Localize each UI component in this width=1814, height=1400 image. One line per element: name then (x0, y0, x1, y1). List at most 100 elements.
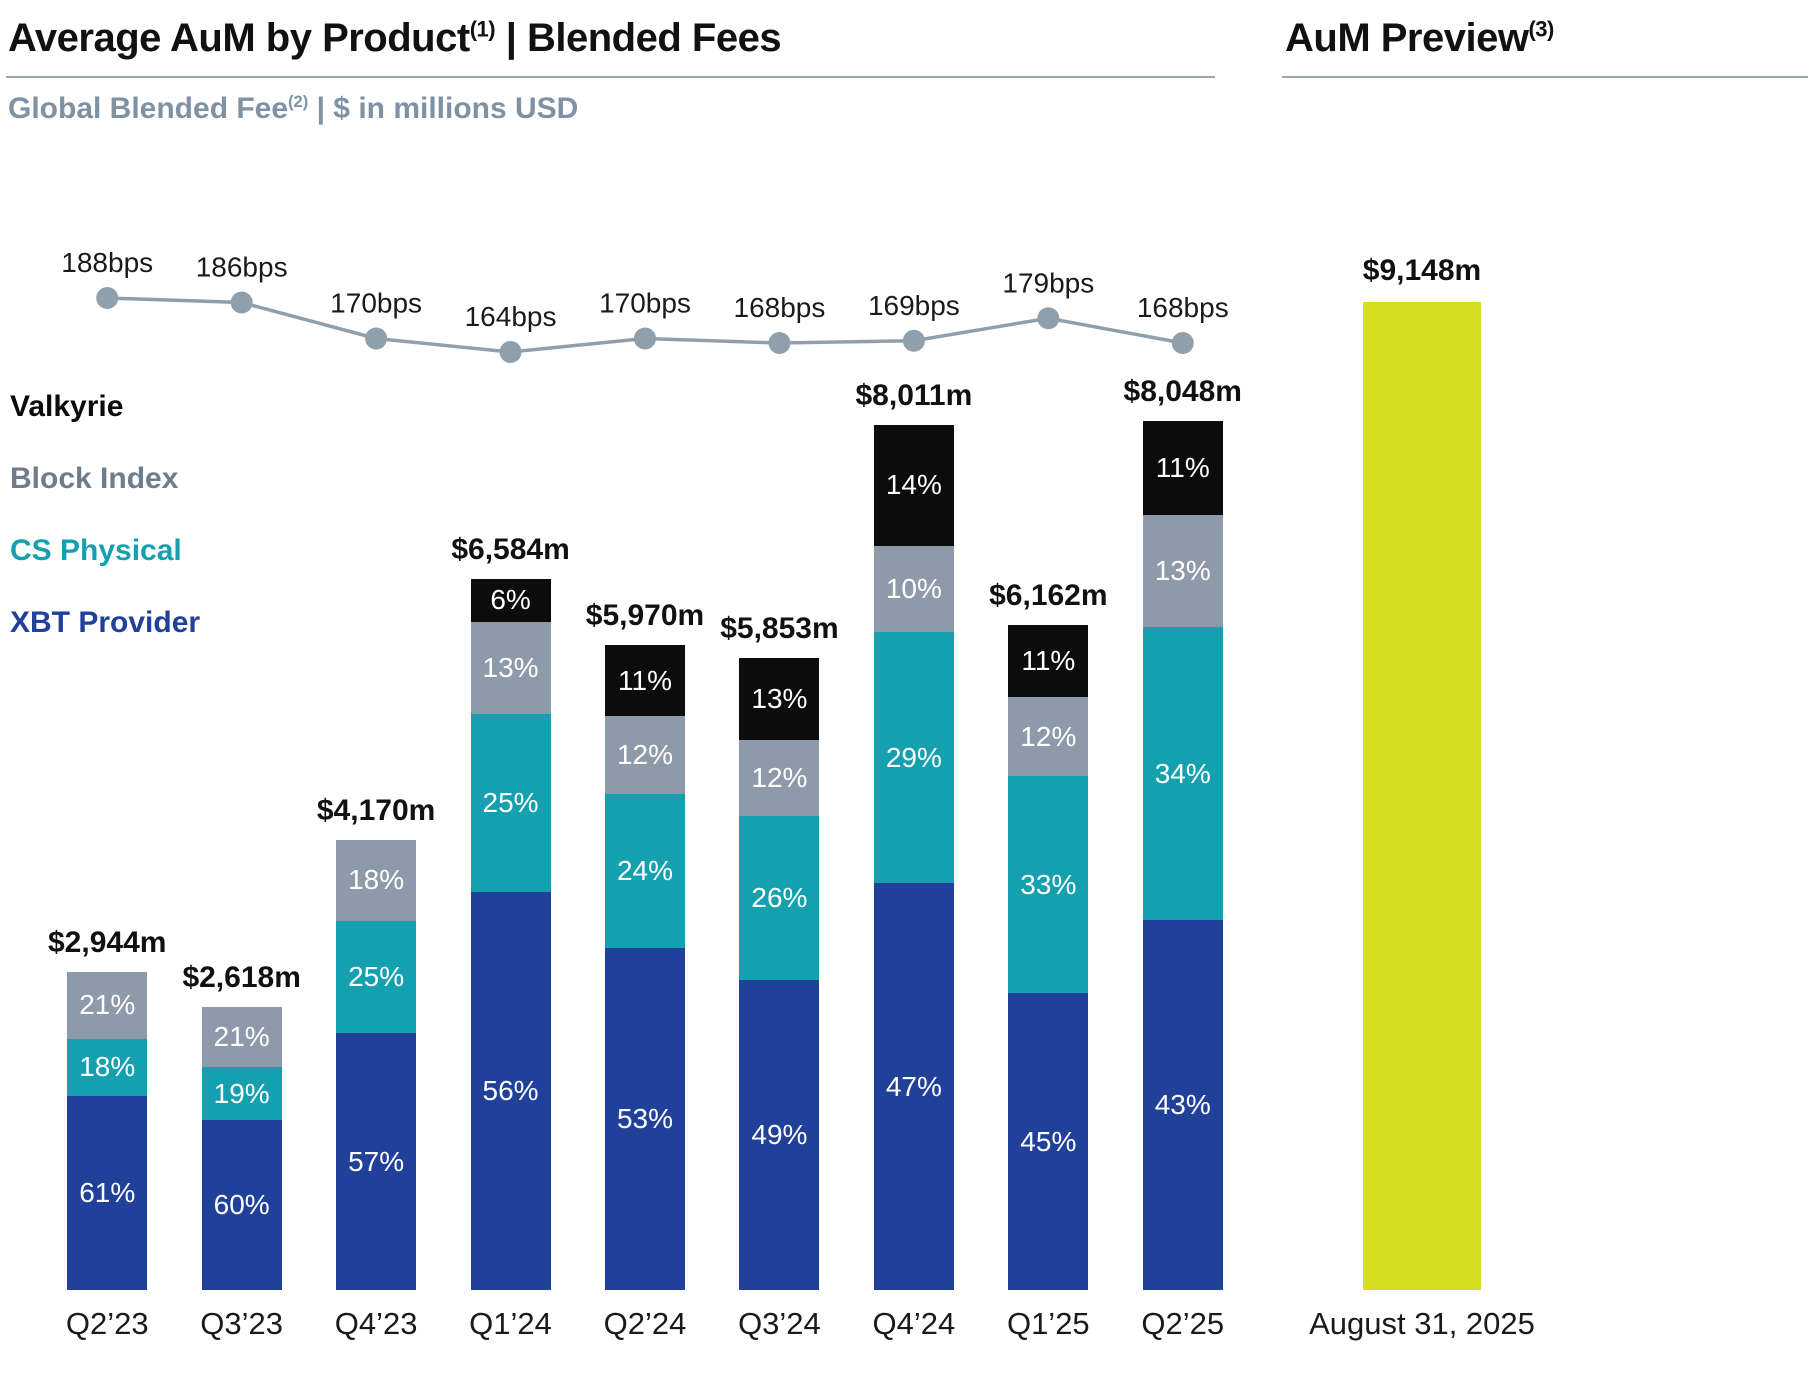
fee-point (1171, 332, 1194, 354)
legend: Valkyrie Block Index CS Physical XBT Provid… (10, 390, 200, 640)
stacked-bar-chart: 188bps 186bps 170bps 164bps 170bps 168bps 169b… (40, 230, 1250, 1341)
segment-block-index: 10% (873, 545, 954, 633)
x-axis-label: Q3’24 (738, 1306, 821, 1341)
segment-xbt-provider: 60% (201, 1120, 282, 1290)
x-axis-label: Q2’25 (1141, 1306, 1225, 1341)
bar-total-label: $6,162m (989, 578, 1108, 612)
preview-bar (1363, 302, 1481, 1290)
bar-total-label: $8,011m (855, 378, 973, 412)
segment-block-index: 21% (201, 1007, 282, 1067)
bar-stack: 21% 19% 60% (201, 1007, 282, 1290)
legend-xbt-provider: XBT Provider (10, 606, 201, 639)
fee-point (230, 291, 253, 314)
x-axis-label: Q4’23 (334, 1306, 418, 1341)
segment-cs-physical: 33% (1008, 776, 1089, 994)
legend-valkyrie: Valkyrie (10, 390, 124, 423)
segment-xbt-provider: 61% (67, 1096, 148, 1290)
fee-point (634, 327, 656, 350)
page-title-text: Average AuM by Product (8, 16, 470, 60)
segment-xbt-provider: 49% (739, 980, 820, 1290)
fee-point-label: 188bps (61, 247, 153, 278)
bar-column: $5,970m 11% 12% 24% 53% Q2’24 (578, 230, 712, 1341)
fee-line-chart: 188bps 186bps 170bps 164bps 170bps 168bps 169b… (61, 247, 1229, 363)
bar-column: $8,011m 14% 10% 29% 47% Q4’24 (847, 230, 981, 1341)
bar-column: $2,618m 21% 19% 60% Q3’23 (174, 230, 308, 1341)
bar-total-label: $5,970m (585, 599, 705, 633)
bar-stack: 21% 18% 61% (67, 972, 148, 1290)
fee-point-label: 168bps (1137, 292, 1229, 323)
fee-point-label: 164bps (465, 301, 557, 332)
segment-block-index: 13% (470, 621, 551, 715)
segment-cs-physical: 25% (470, 714, 551, 892)
segment-xbt-provider: 43% (1142, 919, 1223, 1290)
segment-xbt-provider: 57% (336, 1033, 417, 1290)
segment-xbt-provider: 45% (1008, 993, 1089, 1290)
preview-x-label: August 31, 2025 (1309, 1306, 1535, 1341)
aum-preview-chart: $9,148m August 31, 2025 (1292, 230, 1552, 1341)
bar-column: $5,853m 13% 12% 26% 49% Q3’24 (712, 230, 846, 1341)
segment-block-index: 13% (1142, 515, 1223, 628)
fee-point-label: 170bps (330, 288, 422, 319)
bar-stack: 11% 12% 33% 45% (1008, 624, 1089, 1290)
legend-block-index: Block Index (10, 462, 179, 495)
segment-valkyrie: 6% (470, 578, 551, 622)
bar-column: $8,048m 11% 13% 34% 43% Q2’25 (1116, 230, 1250, 1341)
x-axis-label: Q1’24 (469, 1306, 552, 1341)
segment-valkyrie: 13% (739, 657, 820, 741)
bar-column: $6,162m 11% 12% 33% 45% Q1’25 (981, 230, 1115, 1341)
fee-point (902, 329, 925, 352)
segment-cs-physical: 18% (67, 1038, 148, 1097)
segment-valkyrie: 14% (873, 424, 954, 546)
page-title: Average AuM by Product(1) | Blended Fees (8, 16, 782, 61)
segment-block-index: 12% (1008, 696, 1089, 777)
x-axis-label: Q2’24 (603, 1306, 687, 1341)
fee-point (499, 341, 522, 363)
preview-title-text: AuM Preview (1285, 16, 1529, 60)
bar-column: $6,584m 6% 13% 25% 56% Q1’24 (443, 230, 577, 1341)
fee-point-label: 170bps (599, 288, 691, 319)
segment-cs-physical: 26% (739, 815, 820, 981)
bar-stack: 18% 25% 57% (336, 839, 417, 1290)
bar-stack: 13% 12% 26% 49% (739, 657, 820, 1290)
footnote-marker-2: (2) (288, 93, 309, 111)
fee-point-label: 169bps (868, 290, 960, 321)
x-axis-label: Q1’25 (1006, 1306, 1090, 1341)
bar-total-label: $6,584m (451, 532, 570, 566)
fee-point-label: 186bps (196, 252, 288, 283)
page-title-rest: | Blended Fees (495, 16, 782, 60)
segment-cs-physical: 19% (201, 1066, 282, 1121)
fee-point-label: 179bps (1002, 267, 1094, 298)
x-axis-label: Q3’23 (200, 1306, 284, 1341)
subtitle-rest: | $ in millions USD (308, 92, 579, 125)
segment-valkyrie: 11% (604, 645, 685, 717)
fee-point (1037, 307, 1060, 330)
segment-block-index: 12% (739, 740, 820, 816)
segment-cs-physical: 24% (604, 793, 685, 949)
bar-total-label: $4,170m (316, 793, 436, 827)
preview-total-label: $9,148m (1362, 254, 1482, 288)
bar-stack: 14% 10% 29% 47% (873, 424, 954, 1290)
segment-valkyrie: 11% (1008, 624, 1089, 697)
x-axis-label: Q4’24 (872, 1306, 956, 1341)
bar-total-label: $2,618m (182, 961, 301, 995)
footnote-marker-1: (1) (469, 16, 496, 42)
footnote-marker-3: (3) (1528, 16, 1554, 42)
subtitle-text: Global Blended Fee (8, 92, 289, 125)
segment-xbt-provider: 53% (604, 948, 685, 1290)
fee-point (96, 287, 119, 309)
divider-right (1282, 76, 1808, 78)
bar-column: $2,944m 21% 18% 61% Q2’23 (40, 230, 174, 1341)
preview-title: AuM Preview(3) (1285, 16, 1554, 61)
segment-block-index: 21% (67, 972, 148, 1039)
bar-stack: 11% 12% 24% 53% (604, 645, 685, 1290)
segment-block-index: 18% (336, 839, 417, 921)
bar-total-label: $2,944m (48, 926, 167, 960)
bar-total-label: $5,853m (720, 611, 839, 645)
segment-block-index: 12% (604, 716, 685, 794)
fee-point-label: 168bps (734, 292, 826, 323)
fee-point (365, 327, 388, 350)
segment-cs-physical: 29% (873, 632, 954, 884)
segment-xbt-provider: 56% (470, 891, 551, 1290)
chart-subtitle: Global Blended Fee(2) | $ in millions US… (8, 92, 578, 126)
